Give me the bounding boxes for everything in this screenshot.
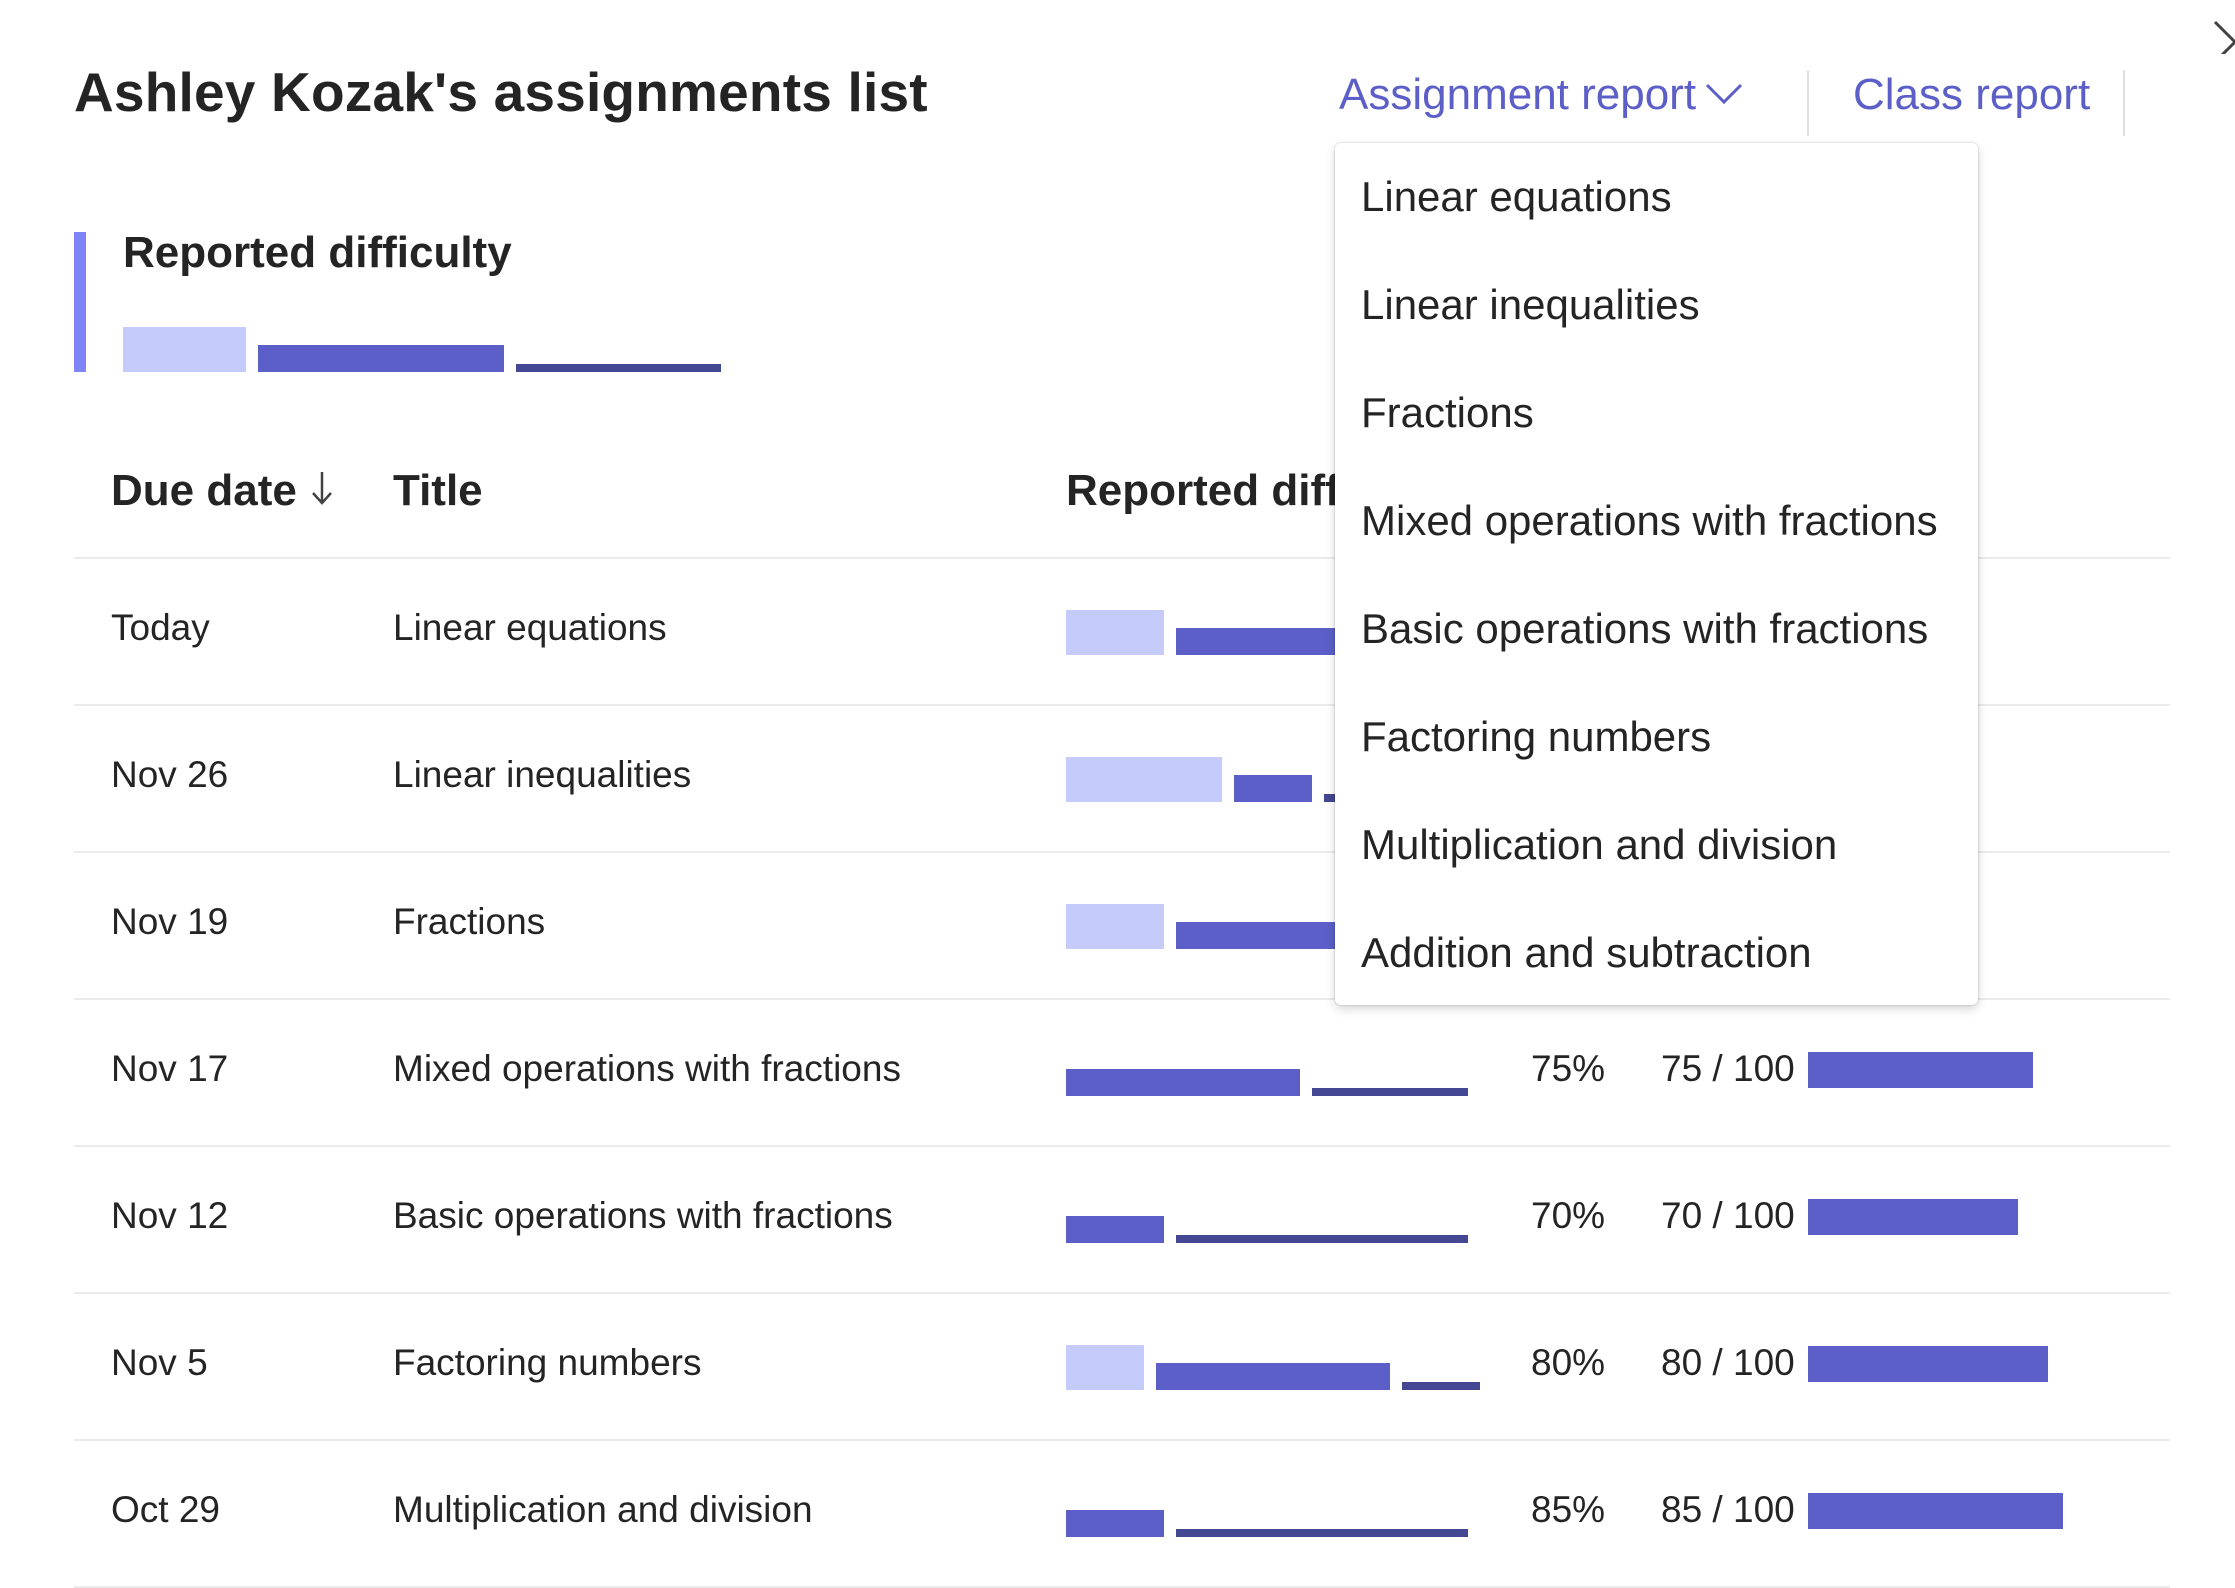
percent-cell: 80% xyxy=(1531,1342,1606,1383)
difficulty-easy-bar xyxy=(1066,610,1164,655)
grade-bar xyxy=(1808,1199,2018,1235)
menu-item[interactable]: Linear equations xyxy=(1361,173,1672,220)
title-cell: Basic operations with fractions xyxy=(393,1195,893,1236)
due-date-cell: Nov 5 xyxy=(111,1342,208,1383)
summary-difficulty-bars xyxy=(123,325,723,372)
difficulty-hard-bar xyxy=(1175,1529,1468,1537)
class-report-button[interactable]: Class report xyxy=(1853,70,2091,119)
score-cell: 85 / 100 xyxy=(1661,1489,1795,1530)
row-divider xyxy=(74,1145,2170,1147)
column-header-due-date-label: Due date xyxy=(111,466,297,515)
menu-item[interactable]: Mixed operations with fractions xyxy=(1361,497,1938,544)
header-divider-end xyxy=(2123,70,2125,136)
grade-bar xyxy=(1808,1346,2048,1382)
difficulty-easy-bar xyxy=(1066,757,1222,802)
difficulty-hard-bar xyxy=(1175,1235,1468,1243)
due-date-cell: Oct 29 xyxy=(111,1489,220,1530)
difficulty-bars xyxy=(1066,1183,1468,1243)
difficulty-easy-bar xyxy=(1066,1345,1144,1390)
menu-item[interactable]: Linear inequalities xyxy=(1361,281,1700,328)
due-date-cell: Nov 26 xyxy=(111,754,229,795)
due-date-cell: Nov 17 xyxy=(111,1048,229,1089)
header-divider xyxy=(1807,70,1809,136)
table-row[interactable]: Oct 29 Multiplication and division 85% 85 /… xyxy=(0,1441,2235,1588)
close-icon[interactable] xyxy=(2205,14,2235,54)
difficulty-hard-bar xyxy=(1312,1088,1468,1096)
title-cell: Mixed operations with fractions xyxy=(393,1048,901,1089)
difficulty-bars xyxy=(1066,1330,1480,1390)
score-cell: 70 / 100 xyxy=(1661,1195,1795,1236)
due-date-cell: Nov 12 xyxy=(111,1195,229,1236)
difficulty-medium-bar xyxy=(1156,1363,1390,1390)
difficulty-bars xyxy=(1066,1477,1468,1537)
table-row[interactable]: Nov 17 Mixed operations with fractions 75%… xyxy=(0,1000,2235,1147)
row-divider xyxy=(74,1439,2170,1441)
difficulty-medium-bar xyxy=(1175,922,1351,949)
score-cell: 75 / 100 xyxy=(1661,1048,1795,1089)
arrow-down-icon xyxy=(311,468,333,519)
difficulty-easy-bar xyxy=(1066,904,1164,949)
menu-item[interactable]: Factoring numbers xyxy=(1361,713,1712,760)
difficulty-bars xyxy=(1066,1036,1468,1096)
page-title: Ashley Kozak's assignments list xyxy=(74,61,928,123)
assignment-report-button[interactable]: Assignment report xyxy=(1339,70,1697,119)
difficulty-medium-bar xyxy=(1234,775,1312,802)
menu-item[interactable]: Multiplication and division xyxy=(1361,821,1838,868)
header-rule xyxy=(74,557,2170,559)
percent-cell: 85% xyxy=(1531,1489,1606,1530)
title-cell: Multiplication and division xyxy=(393,1489,813,1530)
difficulty-bars xyxy=(1066,889,1466,949)
percent-cell: 70% xyxy=(1531,1195,1606,1236)
row-divider xyxy=(74,704,2170,706)
difficulty-bars xyxy=(1066,595,1466,655)
table-row[interactable]: Nov 19 Fractions xyxy=(0,853,2235,1000)
title-cell: Linear equations xyxy=(393,607,667,648)
difficulty-bars xyxy=(1066,742,1466,802)
column-header-reported-difficulty[interactable]: Reported diffi xyxy=(1066,466,1352,515)
title-cell: Factoring numbers xyxy=(393,1342,702,1383)
column-header-title[interactable]: Title xyxy=(393,466,483,515)
difficulty-medium-bar xyxy=(1066,1216,1164,1243)
row-divider xyxy=(74,851,2170,853)
summary-title: Reported difficulty xyxy=(123,228,512,277)
table-row[interactable]: Nov 5 Factoring numbers 80% 80 / 100 xyxy=(0,1294,2235,1441)
title-cell: Fractions xyxy=(393,901,546,942)
due-date-cell: Nov 19 xyxy=(111,901,229,942)
percent-cell: 75% xyxy=(1531,1048,1606,1089)
table-row[interactable]: Today Linear equations xyxy=(0,559,2235,706)
menu-item[interactable]: Basic operations with fractions xyxy=(1361,605,1929,652)
difficulty-easy-bar xyxy=(123,327,246,372)
summary-accent-bar xyxy=(74,232,86,372)
difficulty-hard-bar xyxy=(1324,794,1344,802)
difficulty-medium-bar xyxy=(1066,1069,1300,1096)
difficulty-medium-bar xyxy=(1175,628,1351,655)
difficulty-hard-bar xyxy=(1402,1382,1480,1390)
row-divider xyxy=(74,1292,2170,1294)
grade-bar xyxy=(1808,1052,2033,1088)
chevron-down-icon[interactable] xyxy=(1704,82,1744,111)
menu-item[interactable]: Addition and subtraction xyxy=(1361,929,1812,976)
difficulty-hard-bar xyxy=(516,364,721,372)
difficulty-medium-bar xyxy=(258,345,504,372)
assignment-report-menu: Linear equations Linear inequalities Fract… xyxy=(1335,143,1978,1005)
table-row[interactable]: Nov 12 Basic operations with fractions 70%… xyxy=(0,1147,2235,1294)
grade-bar xyxy=(1808,1493,2063,1529)
title-cell: Linear inequalities xyxy=(393,754,692,795)
column-header-due-date[interactable]: Due date xyxy=(111,466,333,519)
due-date-cell: Today xyxy=(111,607,210,648)
difficulty-medium-bar xyxy=(1066,1510,1164,1537)
row-divider xyxy=(74,998,2170,1000)
table-row[interactable]: Nov 26 Linear inequalities xyxy=(0,706,2235,853)
menu-item[interactable]: Fractions xyxy=(1361,389,1534,436)
score-cell: 80 / 100 xyxy=(1661,1342,1795,1383)
